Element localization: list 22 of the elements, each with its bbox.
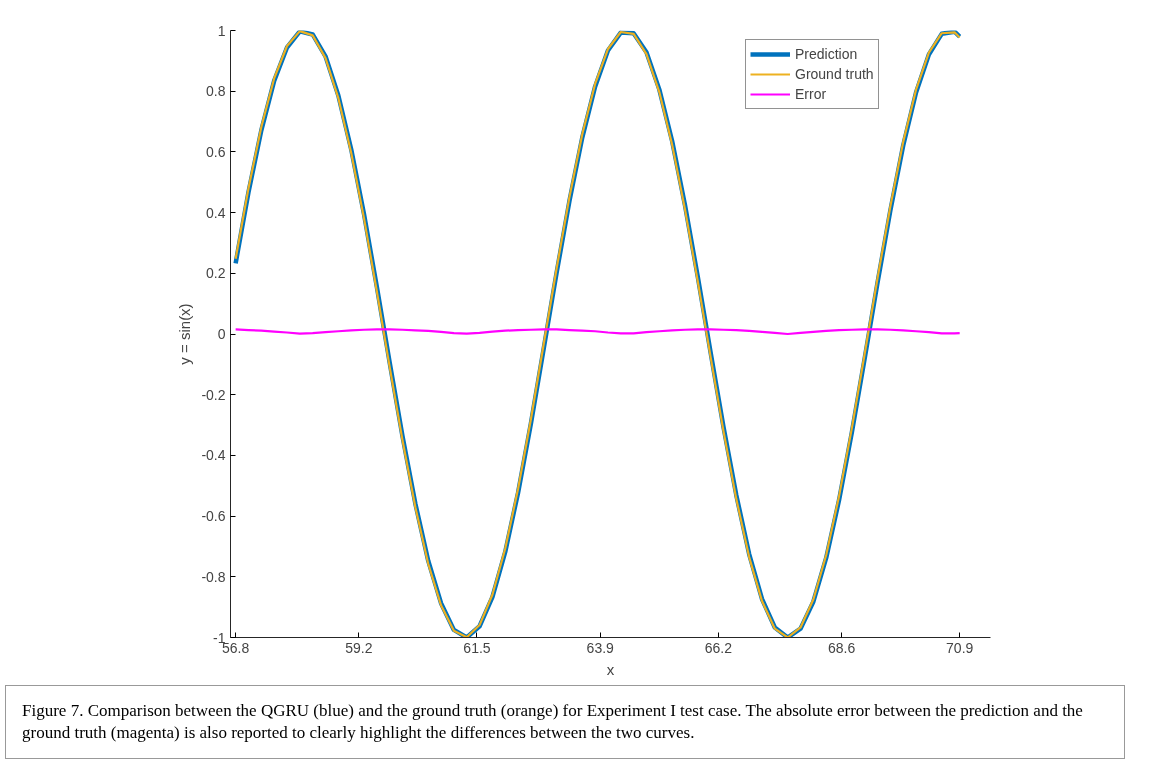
y-tick-label: 0.2: [206, 265, 226, 282]
y-tick-label: 0.4: [206, 204, 226, 221]
y-tick-label: -0.6: [201, 508, 226, 525]
x-tick-label: 68.6: [827, 639, 856, 656]
y-tick-label: -0.2: [201, 386, 226, 403]
legend-label: Prediction: [795, 46, 858, 62]
x-axis-title: x: [606, 660, 615, 678]
x-tick-label: 61.5: [463, 639, 491, 656]
y-axis-title: y = sin(x): [176, 303, 194, 365]
y-tick-label: 0.6: [206, 143, 226, 160]
y-tick-label: -0.8: [201, 568, 226, 585]
x-tick-label: 63.9: [586, 639, 615, 656]
y-tick-label: 1: [217, 22, 226, 39]
x-tick-label: 66.2: [704, 639, 733, 656]
caption: Figure 7. Comparison between the QGRU (blue) and the ground truth (orange) for Experiment I test case. The absolute error between the prediction and the ground truth (magenta) is also reported to clearly highlight the differences between the two curves.: [5, 685, 1125, 760]
x-tick-label: 70.9: [946, 639, 974, 656]
y-tick-label: 0: [217, 326, 226, 342]
y-tick-label: 0.8: [206, 83, 226, 100]
legend-label: Error: [795, 86, 827, 102]
legend-label: Ground truth: [795, 66, 874, 82]
y-tick-label: -0.4: [201, 447, 226, 464]
x-tick-label: 59.2: [345, 639, 373, 656]
